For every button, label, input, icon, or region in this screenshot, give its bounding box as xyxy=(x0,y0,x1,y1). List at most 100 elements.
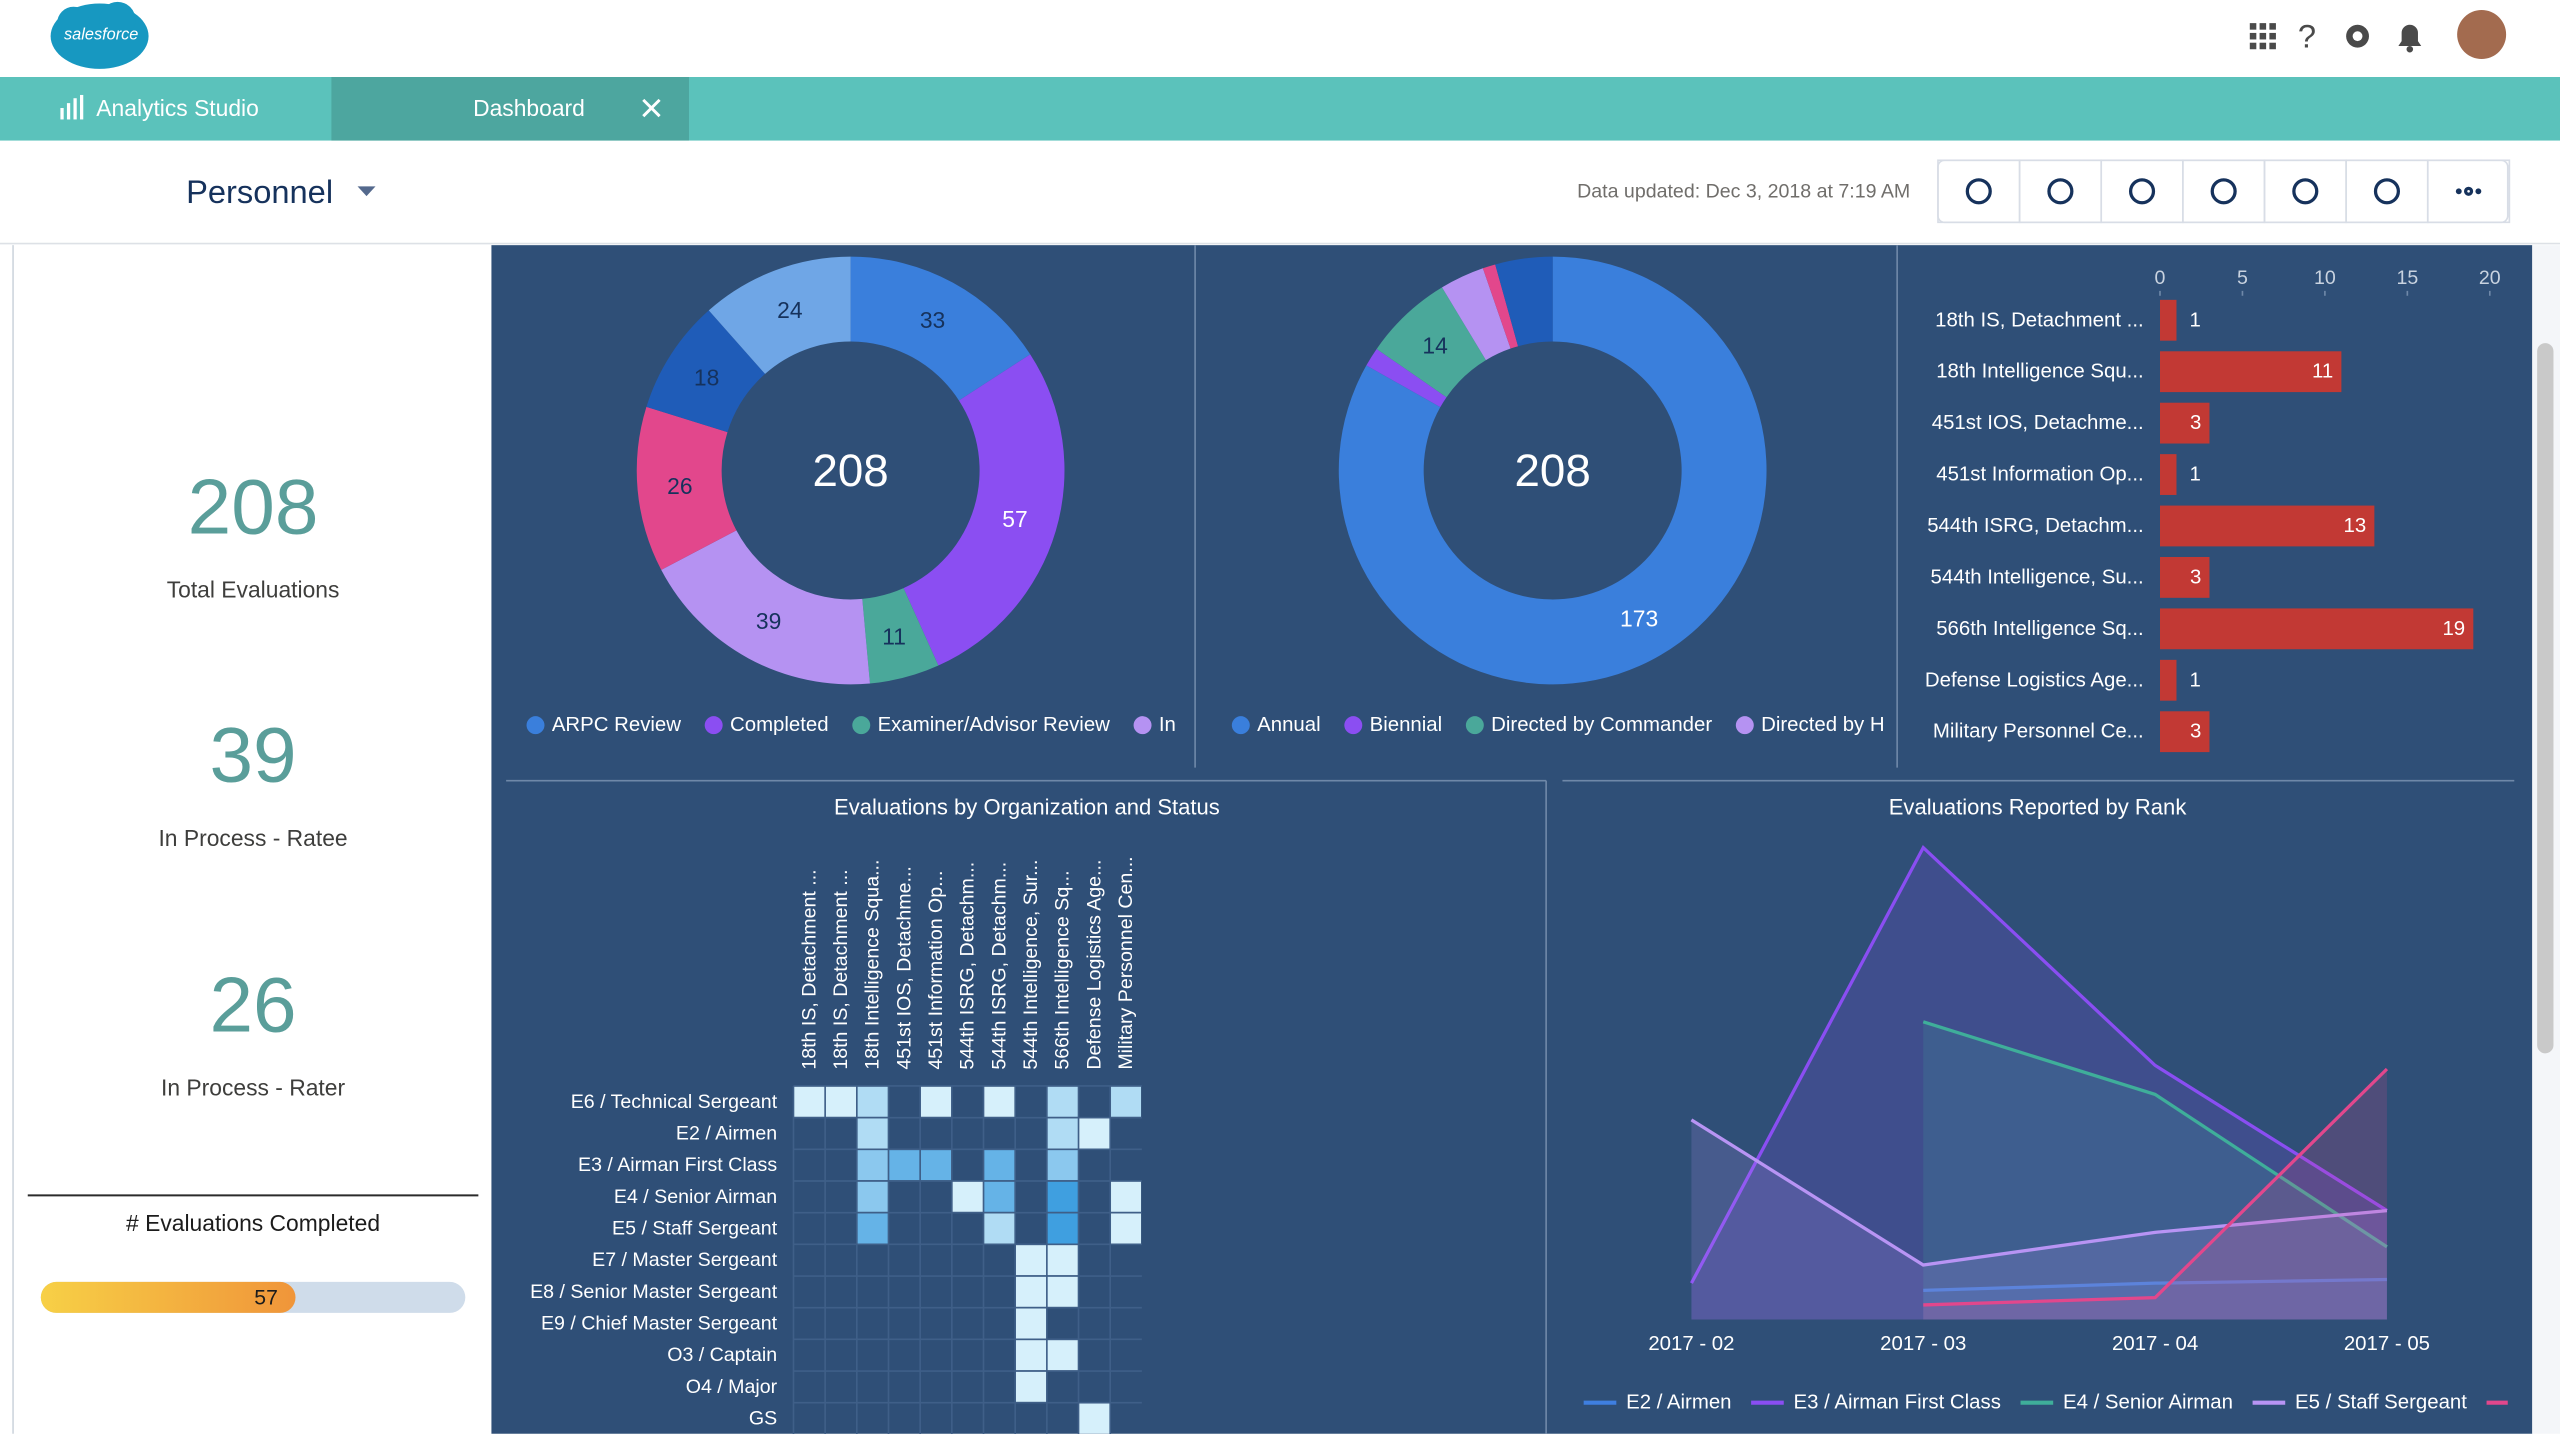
heat-cell[interactable] xyxy=(1016,1308,1047,1339)
legend-label[interactable]: E3 / Airman First Class xyxy=(1794,1392,2001,1414)
toolbar-button[interactable] xyxy=(1937,159,2021,224)
heat-cell[interactable] xyxy=(1016,1340,1047,1371)
toolbar-button[interactable] xyxy=(2018,159,2103,224)
heat-cell[interactable] xyxy=(857,1118,888,1149)
bar[interactable] xyxy=(2160,402,2210,444)
bar[interactable] xyxy=(2160,454,2177,495)
x-tick-label: Defense Logistics Age... xyxy=(1083,860,1105,1070)
donut-slice[interactable] xyxy=(1338,256,1767,685)
toolbar-icon xyxy=(2210,178,2237,205)
legend-label[interactable]: Biennial xyxy=(1370,714,1443,736)
heat-cell[interactable] xyxy=(1111,1181,1142,1212)
heat-cell[interactable] xyxy=(952,1181,983,1212)
y-tick-label: 18th IS, Detachment ... xyxy=(1935,309,2144,331)
donut-slice[interactable] xyxy=(1442,268,1511,361)
heat-cell[interactable] xyxy=(825,1086,856,1117)
heat-cell[interactable] xyxy=(857,1086,888,1117)
legend-label[interactable]: Annual xyxy=(1257,714,1321,736)
heat-cell[interactable] xyxy=(1111,1086,1142,1117)
donut-slice[interactable] xyxy=(1366,348,1447,408)
y-tick-label: 544th Intelligence, Su... xyxy=(1931,566,2144,588)
heat-cell[interactable] xyxy=(1016,1245,1047,1276)
legend-label[interactable]: Directed by Commander xyxy=(1491,714,1712,736)
heat-cell[interactable] xyxy=(984,1150,1015,1181)
bar[interactable] xyxy=(2160,351,2342,393)
series-line[interactable] xyxy=(1923,1277,2387,1293)
legend-label[interactable]: E5 / Staff Sergeant xyxy=(2295,1392,2467,1414)
x-tick-label: 451st Information Op... xyxy=(925,870,947,1069)
toolbar-button[interactable] xyxy=(2426,159,2511,224)
donut-slice[interactable] xyxy=(850,256,1031,401)
legend-label[interactable]: Directed by HAF xyxy=(1761,714,1911,736)
donut-slice[interactable] xyxy=(661,530,870,685)
legend-label[interactable]: Completed xyxy=(730,714,829,736)
legend-label[interactable]: In Proc xyxy=(1159,714,1224,736)
donut-slice[interactable] xyxy=(646,310,766,433)
heat-cell[interactable] xyxy=(1111,1213,1142,1244)
donut-slice[interactable] xyxy=(1482,264,1519,349)
heat-cell[interactable] xyxy=(984,1181,1015,1212)
toolbar-button[interactable] xyxy=(2263,159,2347,224)
heat-cell[interactable] xyxy=(1016,1276,1047,1307)
donut-slice[interactable] xyxy=(1495,256,1553,347)
legend-label[interactable]: ARPC Review xyxy=(552,714,681,736)
donut-slice[interactable] xyxy=(903,354,1065,666)
heat-cell[interactable] xyxy=(1047,1086,1078,1117)
series-line[interactable] xyxy=(1923,1067,2389,1307)
donut-slice[interactable] xyxy=(708,256,851,374)
series-line[interactable] xyxy=(1690,1118,2388,1267)
legend-label[interactable]: Examiner/Advisor Review xyxy=(878,714,1111,736)
heat-cell[interactable] xyxy=(1047,1150,1078,1181)
heat-cell[interactable] xyxy=(920,1086,952,1117)
heat-cell[interactable] xyxy=(1016,1371,1047,1402)
value-label: 3 xyxy=(2190,412,2201,434)
bar[interactable] xyxy=(2160,505,2375,547)
slice-label: 11 xyxy=(882,623,906,649)
heat-cell[interactable] xyxy=(1079,1118,1110,1149)
avatar[interactable] xyxy=(2457,10,2507,60)
heat-cell[interactable] xyxy=(794,1086,825,1117)
dashboard-tab[interactable]: Dashboard xyxy=(473,95,585,121)
close-tab[interactable] xyxy=(642,98,661,118)
heat-cell[interactable] xyxy=(1047,1213,1078,1244)
heat-cell[interactable] xyxy=(889,1150,920,1181)
progress-bar xyxy=(40,1281,296,1313)
bar[interactable] xyxy=(2160,608,2474,650)
header-icons[interactable]: ? xyxy=(2249,18,2422,55)
heat-cell[interactable] xyxy=(1047,1181,1078,1212)
bar[interactable] xyxy=(2160,659,2177,701)
toolbar-button[interactable] xyxy=(2345,159,2429,224)
bar[interactable] xyxy=(2160,711,2210,753)
donut-slice[interactable] xyxy=(1376,287,1486,398)
legend-label[interactable]: E4 / Senior Airman xyxy=(2063,1392,2233,1414)
heat-cell[interactable] xyxy=(984,1213,1015,1244)
heat-cell[interactable] xyxy=(857,1213,888,1244)
toolbar-button[interactable] xyxy=(2100,159,2184,224)
series-line[interactable] xyxy=(1689,844,2388,1284)
heat-cell[interactable] xyxy=(857,1150,888,1181)
bar[interactable] xyxy=(2160,557,2210,598)
panel-borders xyxy=(506,245,2515,1434)
title-dropdown[interactable] xyxy=(357,186,376,197)
series-line[interactable] xyxy=(1922,1020,2388,1249)
value-label: 3 xyxy=(2190,721,2201,743)
heat-cell[interactable] xyxy=(857,1181,888,1212)
donut-slice[interactable] xyxy=(636,406,737,570)
scrollbar-thumb[interactable] xyxy=(2537,343,2554,1054)
donut-slice[interactable] xyxy=(862,588,939,684)
heat-cell[interactable] xyxy=(1047,1118,1078,1149)
heat-cell[interactable] xyxy=(1047,1276,1078,1307)
left-panel xyxy=(0,245,492,1434)
heat-cell[interactable] xyxy=(1047,1340,1078,1371)
bar[interactable] xyxy=(2160,299,2177,341)
heat-cell[interactable] xyxy=(920,1150,952,1181)
heat-cell[interactable] xyxy=(1079,1403,1110,1434)
app-tab[interactable]: Analytics Studio xyxy=(96,95,259,121)
heat-cell[interactable] xyxy=(1047,1245,1078,1276)
logo[interactable]: salesforce xyxy=(50,1,149,69)
heat-cell[interactable] xyxy=(984,1086,1015,1117)
dashboard-tab-bg[interactable] xyxy=(331,77,689,141)
toolbar-button[interactable] xyxy=(2182,159,2266,224)
kpi-value: 208 xyxy=(188,462,319,550)
legend-label[interactable]: E2 / Airmen xyxy=(1626,1392,1731,1414)
